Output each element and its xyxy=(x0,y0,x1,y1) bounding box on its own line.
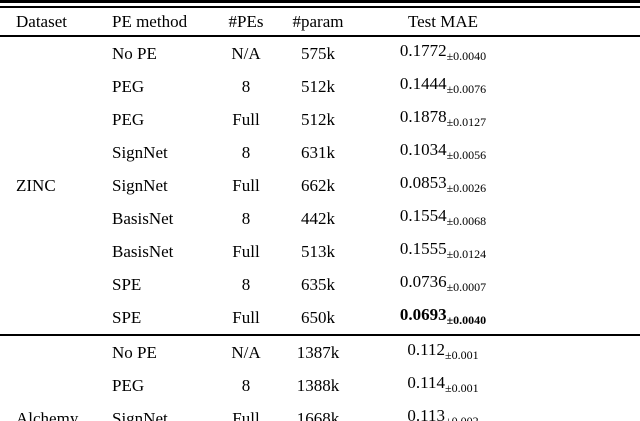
table-row: SignNet Full 662k 0.0853±0.0026 xyxy=(0,169,640,202)
pe-results-table: Dataset PE method #PEs #param Test MAE Z… xyxy=(0,8,640,421)
pe-method-cell: No PE xyxy=(112,44,157,63)
test-mae-cell: 0.1555±0.0124 xyxy=(362,235,640,268)
num-param-cell: 512k xyxy=(301,110,335,129)
mae-std-subscript: ±0.0076 xyxy=(446,82,487,96)
num-pes-cell: Full xyxy=(232,308,260,327)
num-param-cell: 512k xyxy=(301,77,335,96)
header-dataset: Dataset xyxy=(0,8,105,37)
header-num-pes: #PEs xyxy=(218,8,274,37)
num-param-cell: 650k xyxy=(301,308,335,327)
dataset-cell: Alchemy xyxy=(0,334,105,421)
num-pes-cell: 8 xyxy=(241,77,251,96)
header-row: Dataset PE method #PEs #param Test MAE xyxy=(0,8,640,37)
mae-std-subscript: ±0.001 xyxy=(445,348,479,362)
pe-method-cell: SPE xyxy=(112,308,142,327)
table-row: BasisNet 8 442k 0.1554±0.0068 xyxy=(0,202,640,235)
mae-std-subscript: ±0.0124 xyxy=(446,247,487,261)
mae-value: 0.0853 xyxy=(399,173,447,192)
table-row: PEG 8 1388k 0.114±0.001 xyxy=(0,369,640,402)
pe-method-cell: SignNet xyxy=(112,409,168,421)
header-test-mae: Test MAE xyxy=(362,8,640,37)
table-row: PEG 8 512k 0.1444±0.0076 xyxy=(0,70,640,103)
num-param-cell: 513k xyxy=(301,242,335,261)
num-param-cell: 635k xyxy=(301,275,335,294)
test-mae-cell: 0.114±0.001 xyxy=(362,369,640,402)
num-pes-cell: N/A xyxy=(231,44,261,63)
num-pes-cell: Full xyxy=(232,110,260,129)
mae-std-subscript: ±0.0040 xyxy=(446,49,487,63)
num-param-cell: 1387k xyxy=(274,334,362,369)
test-mae-cell: 0.1878±0.0127 xyxy=(362,103,640,136)
header-pe-method: PE method xyxy=(105,8,218,37)
header-num-param: #param xyxy=(274,8,362,37)
num-pes-cell: Full xyxy=(232,176,260,195)
table-row: SignNet 8 631k 0.1034±0.0056 xyxy=(0,136,640,169)
table-top-double-rule xyxy=(0,0,640,8)
mae-std-subscript: ±0.0056 xyxy=(446,148,487,162)
pe-method-cell: BasisNet xyxy=(112,242,174,261)
table-row: SPE Full 650k 0.0693±0.0040 xyxy=(0,301,640,335)
table-row: SPE 8 635k 0.0736±0.0007 xyxy=(0,268,640,301)
num-pes-cell: Full xyxy=(232,409,260,421)
num-pes-cell: N/A xyxy=(218,334,274,369)
num-param-cell: 575k xyxy=(301,44,335,63)
test-mae-cell: 0.0853±0.0026 xyxy=(362,169,640,202)
pe-method-cell: SignNet xyxy=(112,176,168,195)
num-pes-cell: 8 xyxy=(241,209,251,228)
mae-value: 0.1772 xyxy=(399,41,447,60)
num-param-cell: 631k xyxy=(301,143,335,162)
num-param-cell: 442k xyxy=(301,209,335,228)
mae-std-subscript: ±0.0127 xyxy=(446,115,487,129)
num-pes-cell: 8 xyxy=(241,376,251,395)
test-mae-cell: 0.1554±0.0068 xyxy=(362,202,640,235)
pe-method-cell: BasisNet xyxy=(112,209,174,228)
num-pes-cell: 8 xyxy=(241,275,251,294)
mae-value: 0.114 xyxy=(407,373,446,392)
test-mae-cell: 0.0736±0.0007 xyxy=(362,268,640,301)
test-mae-cell: 0.112±0.001 xyxy=(362,334,640,369)
test-mae-cell: 0.113±0.002 xyxy=(362,402,640,421)
mae-std-subscript: ±0.0007 xyxy=(446,280,487,294)
table-row: ZINC No PE N/A 575k 0.1772±0.0040 xyxy=(0,36,640,195)
mae-std-subscript: ±0.0068 xyxy=(446,214,487,228)
table-row: SignNet Full 1668k 0.113±0.002 xyxy=(0,402,640,421)
table-body: ZINC No PE N/A 575k 0.1772±0.0040 PEG 8 512k 0.1… xyxy=(0,36,640,421)
pe-method-cell: PEG xyxy=(112,376,145,395)
table-header: Dataset PE method #PEs #param Test MAE xyxy=(0,8,640,37)
test-mae-cell: 0.0693±0.0040 xyxy=(362,301,640,335)
pe-method-cell: No PE xyxy=(105,334,218,369)
mae-value: 0.1878 xyxy=(399,107,447,126)
mae-value: 0.1444 xyxy=(399,74,447,93)
table-row: BasisNet Full 513k 0.1555±0.0124 xyxy=(0,235,640,268)
pe-method-cell: SignNet xyxy=(112,143,168,162)
num-pes-cell: 8 xyxy=(241,143,251,162)
test-mae-cell: 0.1772±0.0040 xyxy=(362,36,640,70)
num-param-cell: 662k xyxy=(301,176,335,195)
mae-value: 0.1555 xyxy=(399,239,447,258)
pe-method-cell: PEG xyxy=(112,77,145,96)
pe-method-cell: SPE xyxy=(112,275,142,294)
test-mae-cell: 0.1034±0.0056 xyxy=(362,136,640,169)
num-param-cell: 1388k xyxy=(296,376,340,395)
mae-std-subscript: ±0.002 xyxy=(445,414,479,421)
mae-std-subscript: ±0.001 xyxy=(445,381,479,395)
num-param-cell: 1668k xyxy=(296,409,340,421)
dataset-cell: ZINC xyxy=(16,176,56,195)
num-pes-cell: Full xyxy=(232,242,260,261)
mae-value: 0.1554 xyxy=(399,206,447,225)
table-row: Alchemy No PE N/A 1387k 0.112±0.001 xyxy=(0,334,640,421)
table-row: PEG Full 512k 0.1878±0.0127 xyxy=(0,103,640,136)
test-mae-cell: 0.1444±0.0076 xyxy=(362,70,640,103)
mae-std-subscript: ±0.0026 xyxy=(446,181,487,195)
mae-value: 0.0736 xyxy=(399,272,447,291)
mae-value: 0.1034 xyxy=(399,140,447,159)
mae-value: 0.0693 xyxy=(399,305,447,324)
mae-value: 0.113 xyxy=(407,406,446,421)
mae-value: 0.112 xyxy=(407,340,446,359)
pe-method-cell: PEG xyxy=(112,110,145,129)
mae-std-subscript: ±0.0040 xyxy=(446,313,487,327)
